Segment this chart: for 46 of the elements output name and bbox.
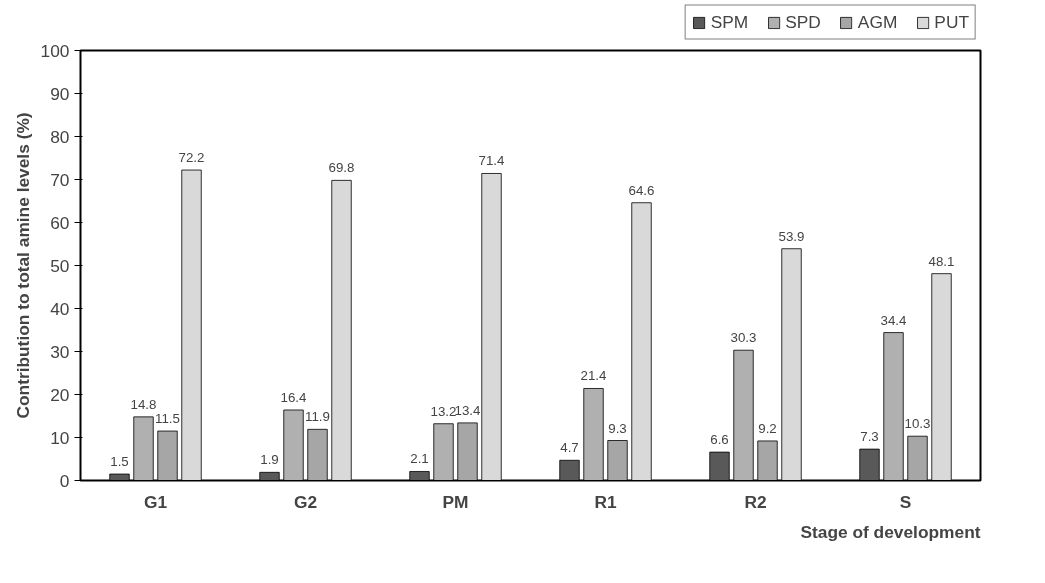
y-tick-label: 30 [50, 341, 70, 362]
data-label: 10.3 [904, 416, 931, 432]
data-label: 2.1 [410, 451, 429, 467]
x-tick-label: S [899, 491, 912, 512]
y-tick-label: 80 [50, 126, 70, 147]
data-label: 21.4 [580, 368, 608, 384]
data-label: 1.5 [110, 454, 129, 470]
data-label: 13.2 [430, 403, 457, 419]
legend-label: PUT [934, 11, 969, 33]
y-tick-label: 0 [59, 470, 70, 491]
y-tick-label: 70 [50, 169, 70, 190]
y-tick-label: 60 [50, 212, 70, 233]
y-tick-label: 20 [50, 384, 70, 405]
y-tick-label: 100 [40, 40, 70, 61]
data-label: 11.5 [155, 411, 180, 427]
legend-label: SPM [710, 11, 749, 33]
data-label: 9.2 [758, 420, 777, 436]
data-label: 72.2 [178, 150, 205, 166]
data-label: 14.8 [130, 396, 157, 412]
x-tick-label: R1 [594, 491, 617, 512]
data-label: 6.6 [710, 432, 729, 448]
data-label: 48.1 [928, 253, 955, 269]
data-label: 34.4 [880, 312, 908, 328]
x-tick-label: G2 [293, 491, 318, 512]
y-tick-label: 40 [50, 298, 70, 319]
data-label: 30.3 [730, 330, 757, 346]
data-label: 16.4 [280, 389, 308, 405]
legend-label: AGM [857, 11, 898, 33]
x-axis-title: Stage of development [800, 521, 981, 542]
data-label: 53.9 [778, 228, 805, 244]
data-label: 71.4 [478, 153, 506, 169]
data-label: 9.3 [608, 420, 627, 436]
data-label: 7.3 [860, 429, 879, 445]
y-tick-label: 10 [50, 427, 70, 448]
data-label: 11.9 [305, 409, 330, 425]
data-label: 1.9 [260, 452, 279, 468]
y-tick-label: 50 [50, 255, 70, 276]
y-axis-title: Contribution to total amine levels (%) [12, 112, 33, 419]
y-tick-label: 90 [50, 83, 70, 104]
legend-label: SPD [785, 11, 821, 33]
x-tick-label: R2 [744, 491, 767, 512]
data-label: 4.7 [560, 440, 579, 456]
x-tick-label: PM [442, 491, 469, 512]
x-tick-label: G1 [143, 491, 168, 512]
data-label: 69.8 [328, 160, 355, 176]
data-label: 64.6 [628, 182, 655, 198]
